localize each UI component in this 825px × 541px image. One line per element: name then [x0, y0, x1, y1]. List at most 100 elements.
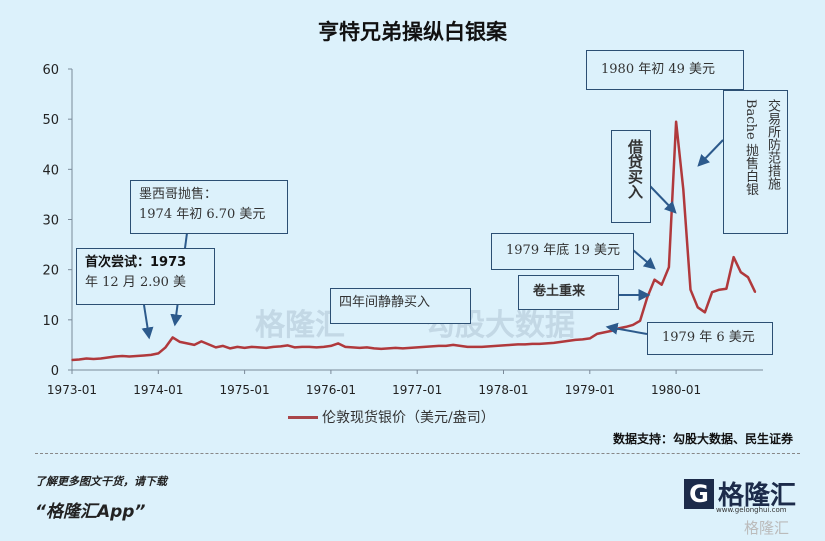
- data-point: [179, 341, 181, 343]
- data-point: [272, 346, 275, 348]
- data-point: [711, 291, 713, 294]
- data-point: [581, 338, 584, 341]
- data-point: [279, 345, 282, 348]
- arrow-first-attempt: [141, 304, 154, 340]
- data-point: [171, 336, 174, 339]
- data-point: [682, 188, 685, 191]
- data-point: [322, 346, 325, 348]
- x-tick-label: 1973-01: [47, 383, 97, 397]
- y-tick-label: 30: [42, 214, 59, 229]
- data-point: [366, 346, 368, 349]
- data-point: [725, 287, 728, 290]
- data-point: [207, 343, 210, 346]
- y-tick-label: 10: [42, 314, 59, 329]
- annotation-comeback: 卷土重来: [518, 275, 619, 310]
- data-point: [121, 355, 124, 357]
- data-point: [639, 320, 641, 322]
- data-point: [222, 345, 224, 347]
- data-point: [294, 346, 296, 349]
- data-point: [200, 340, 203, 343]
- x-tick-label: 1974-01: [133, 383, 183, 397]
- annotation-text: 1980 年初 49 美元: [601, 62, 716, 77]
- data-point: [517, 343, 519, 346]
- annotation-1979-end: 1979 年底 19 美元: [491, 233, 634, 270]
- data-point: [150, 354, 152, 356]
- x-tick-label: 1976-01: [306, 383, 356, 397]
- data-point: [315, 346, 318, 349]
- y-tick-label: 50: [42, 113, 59, 128]
- logo-name: 格隆汇: [718, 481, 797, 511]
- annotation-text: 首次尝试：1973: [85, 255, 187, 270]
- arrow-1979-6: [605, 322, 648, 335]
- data-point: [157, 352, 160, 355]
- data-point: [509, 344, 512, 346]
- data-point: [481, 346, 483, 348]
- data-point: [380, 348, 383, 350]
- data-point: [265, 347, 267, 349]
- annotation-quiet-buying: 四年间静静买入: [330, 288, 471, 324]
- annotation-text: 交易所防范措施: [765, 99, 780, 190]
- data-point: [344, 346, 347, 348]
- x-tick-label: 1980-01: [651, 383, 701, 397]
- divider: [35, 453, 800, 454]
- data-point: [696, 306, 699, 309]
- data-point: [754, 291, 757, 294]
- data-point: [689, 288, 692, 291]
- data-point: [416, 346, 419, 349]
- data-point: [78, 358, 80, 361]
- data-point: [452, 344, 454, 346]
- data-point: [107, 356, 109, 359]
- data-point: [135, 355, 138, 357]
- annotation-text: Bache 抛售白银: [743, 99, 758, 196]
- data-point: [164, 346, 167, 349]
- data-point: [653, 278, 656, 281]
- data-point: [524, 343, 526, 346]
- x-tick-label: 1978-01: [478, 383, 528, 397]
- y-tick-label: 0: [51, 364, 59, 379]
- logo-url: www.gelonghui.com: [716, 506, 787, 514]
- data-point: [574, 339, 577, 341]
- annotation-1980-peak: 1980 年初 49 美元: [586, 50, 744, 90]
- data-point: [394, 347, 397, 349]
- annotation-text: 1979 年 6 美元: [662, 330, 755, 345]
- data-point: [229, 347, 232, 350]
- data-point: [632, 324, 634, 326]
- annotation-text: 年 12 月 2.90 美: [85, 275, 187, 290]
- annotation-borrow-buy: 借贷买入: [611, 130, 651, 223]
- data-point: [330, 345, 332, 347]
- series-line-silver-price: [71, 120, 757, 362]
- data-point: [668, 266, 670, 268]
- y-tick-label: 20: [42, 264, 59, 279]
- data-point: [488, 345, 490, 348]
- annotation-text: 借贷买入: [626, 139, 644, 199]
- data-point: [704, 311, 706, 314]
- annotation-first-attempt: 首次尝试：1973 年 12 月 2.90 美: [76, 248, 215, 305]
- data-point: [373, 347, 375, 350]
- data-point: [243, 347, 246, 349]
- legend-swatch: [288, 415, 318, 419]
- data-point: [560, 341, 562, 343]
- promo-app-name: “格隆汇App”: [35, 502, 146, 522]
- data-point: [473, 346, 476, 348]
- data-point: [337, 342, 339, 345]
- data-point: [286, 344, 289, 347]
- data-point: [445, 345, 447, 347]
- data-point: [143, 354, 145, 357]
- annotation-text: 四年间静静买入: [339, 295, 431, 310]
- annotation-1979-6: 1979 年 6 美元: [647, 322, 773, 355]
- data-source: 数据支持：勾股大数据、民生证券: [612, 432, 793, 446]
- data-point: [675, 120, 677, 123]
- data-point: [589, 337, 591, 340]
- data-point: [402, 347, 404, 350]
- data-point: [258, 346, 260, 349]
- legend: 伦敦现货银价（美元/盎司）: [288, 407, 495, 427]
- data-point: [423, 346, 426, 348]
- data-point: [308, 346, 311, 348]
- data-point: [531, 343, 534, 345]
- data-point: [409, 347, 411, 349]
- data-point: [71, 359, 73, 361]
- data-point: [660, 283, 663, 286]
- x-tick-label: 1975-01: [220, 383, 270, 397]
- annotation-text: 1979 年底 19 美元: [506, 243, 621, 258]
- data-point: [358, 347, 361, 349]
